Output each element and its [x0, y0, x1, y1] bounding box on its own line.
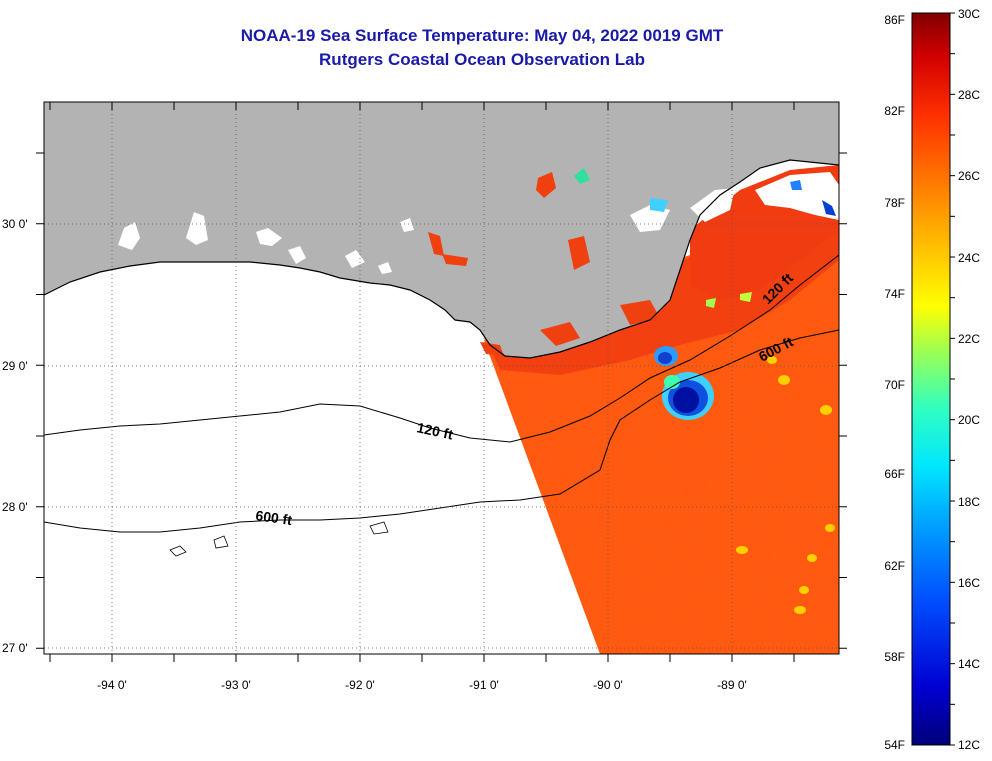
colorbar-label-c: 14C [958, 657, 980, 671]
contour-label: 600 ft [255, 507, 294, 528]
contour-120ft-west [44, 254, 839, 443]
lat-tick-label: 29 0' [2, 359, 28, 373]
colorbar-label-c: 26C [958, 169, 980, 183]
colorbar-label-f: 78F [884, 196, 905, 210]
lon-tick-label: -90 0' [593, 678, 623, 692]
colorbar-label-c: 16C [958, 576, 980, 590]
lon-tick-label: -91 0' [469, 678, 499, 692]
colorbar-label-f: 66F [884, 467, 905, 481]
axis-ticks [36, 102, 847, 662]
contour-600ft-islands [169, 521, 389, 557]
map-frame [43, 101, 840, 655]
colorbar-label-f: 62F [884, 559, 905, 573]
colorbar-ticks [950, 12, 955, 746]
lon-tick-label: -93 0' [221, 678, 251, 692]
contour-label: 120 ft [415, 419, 454, 442]
colorbar-label-f: 54F [884, 738, 905, 752]
sst-warm-yellow-specks [736, 356, 835, 614]
colorbar-label-f: 86F [884, 13, 905, 27]
map-subtitle: Rutgers Coastal Ocean Observation Lab [319, 50, 645, 69]
colorbar-label-f: 74F [884, 287, 905, 301]
sst-cold-fringe [574, 168, 836, 308]
lat-tick-label: 28 0' [2, 500, 28, 514]
lon-tick-label: -94 0' [97, 678, 127, 692]
contour-600ft-west [44, 329, 839, 533]
colorbar-label-f: 82F [884, 104, 905, 118]
colorbar-label-c: 24C [958, 251, 980, 265]
colorbar-label-c: 18C [958, 495, 980, 509]
colorbar-label-c: 30C [958, 7, 980, 21]
coastline [44, 159, 839, 359]
colorbar-label-c: 20C [958, 413, 980, 427]
cloud-patches [118, 172, 839, 274]
colorbar-label-f: 70F [884, 378, 905, 392]
sst-warm-specks [428, 172, 660, 356]
map-title: NOAA-19 Sea Surface Temperature: May 04,… [240, 26, 724, 45]
lat-tick-label: 30 0' [2, 217, 28, 231]
colorbar-label-c: 28C [958, 88, 980, 102]
land [44, 102, 839, 358]
colorbar-label-f: 58F [884, 650, 905, 664]
colorbar-label-c: 22C [958, 332, 980, 346]
colorbar-label-c: 12C [958, 738, 980, 752]
colorbar [911, 12, 951, 746]
lon-tick-label: -89 0' [717, 678, 747, 692]
sst-cold-spot [654, 346, 714, 420]
lat-tick-label: 27 0' [2, 641, 28, 655]
graticule [44, 102, 839, 654]
lon-tick-label: -92 0' [345, 678, 375, 692]
